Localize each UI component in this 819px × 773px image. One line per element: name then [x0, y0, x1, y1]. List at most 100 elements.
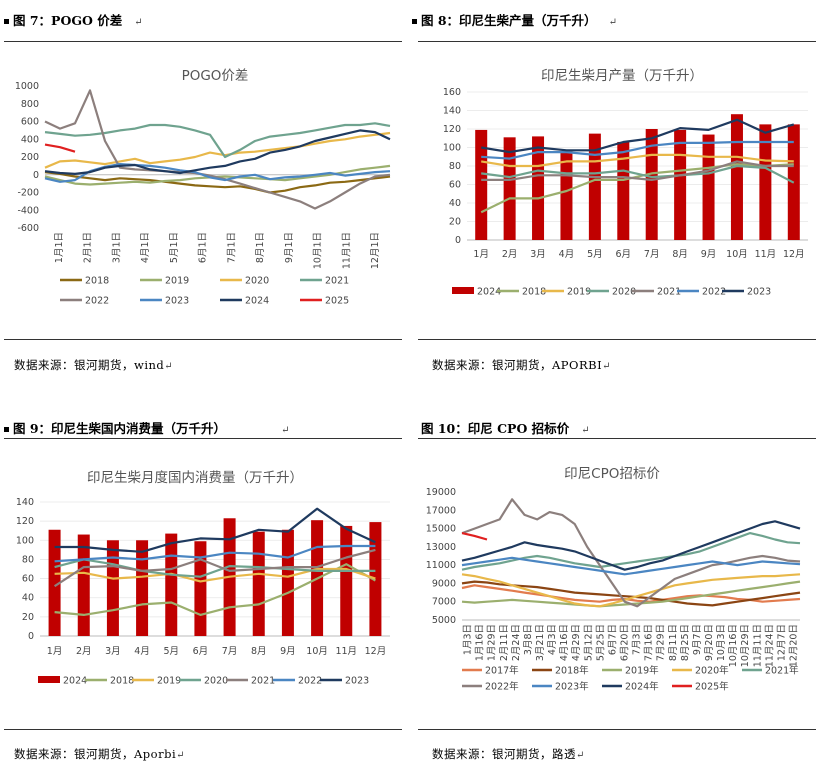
- x-tick-label: 4月1日: [140, 232, 151, 263]
- series-line-2018年: [461, 580, 801, 607]
- y-tick-label: 200: [21, 152, 39, 163]
- x-tick-label: 12月: [783, 249, 805, 260]
- legend-label: 2022: [85, 296, 109, 307]
- bar-2024: [730, 114, 743, 240]
- x-tick-label: 3月8日: [523, 624, 534, 655]
- bullet-square-icon: [4, 19, 9, 24]
- bar-2024: [136, 540, 149, 636]
- figure-7-title: 图 7：POGO 价差 ↵: [4, 10, 143, 29]
- y-tick-label: 120: [16, 516, 34, 527]
- x-tick-label: 1月3日: [463, 624, 474, 655]
- x-tick-label: 2月: [76, 646, 92, 657]
- legend-label: 2023年: [555, 681, 589, 693]
- x-tick-label: 6月: [616, 249, 632, 260]
- x-tick-label: 8月11日: [668, 624, 679, 661]
- paragraph-mark-icon: ↵: [281, 425, 290, 436]
- bar-2024: [759, 124, 772, 240]
- legend-label: 2024: [63, 676, 87, 687]
- legend-label: 2025: [325, 296, 349, 307]
- legend-label: 2022年: [485, 681, 519, 693]
- figure-9-title: 图 9：印尼生柴国内消费量（万千升） ↵: [4, 418, 289, 437]
- y-tick-label: 60: [22, 574, 34, 585]
- paragraph-mark-icon: ↵: [134, 17, 143, 28]
- series-line-2023: [54, 507, 376, 553]
- figure-10-title: 图 10：印尼 CPO 招标价 ↵: [421, 421, 590, 436]
- series-line-2020: [481, 164, 795, 184]
- x-tick-label: 3月1日: [111, 232, 122, 263]
- y-tick-label: 13000: [426, 542, 456, 553]
- series-line-2020: [44, 131, 391, 169]
- x-tick-label: 4月: [559, 249, 575, 260]
- legend-label: 2021年: [765, 665, 799, 677]
- bar-2024: [702, 134, 715, 240]
- series-line-2022年: [461, 498, 801, 608]
- x-tick-label: 10月: [306, 646, 328, 657]
- x-tick-label: 6月: [193, 646, 209, 657]
- x-tick-label: 5月12日: [583, 624, 594, 661]
- x-tick-label: 8月1日: [255, 232, 266, 263]
- x-tick-label: 7月1日: [226, 232, 237, 263]
- x-tick-label: 9月: [280, 646, 296, 657]
- bar-2024: [165, 533, 178, 636]
- x-tick-label: 1月16日: [475, 624, 486, 661]
- legend-label: 2024: [245, 296, 269, 307]
- y-tick-label: 0: [28, 631, 34, 642]
- x-tick-label: 5月: [587, 249, 603, 260]
- y-tick-label: 80: [449, 161, 461, 172]
- x-tick-label: 10月29日: [740, 624, 751, 667]
- legend-label: 2024年: [625, 681, 659, 693]
- bar-2024: [475, 129, 488, 240]
- x-tick-label: 7月16日: [644, 624, 655, 661]
- legend-label: 2019: [165, 276, 189, 287]
- x-tick-label: 4月: [134, 646, 150, 657]
- bar-2024: [281, 529, 294, 636]
- y-tick-label: 160: [443, 87, 461, 98]
- legend-label: 2018: [85, 276, 109, 287]
- legend-swatch-2024: [452, 287, 474, 294]
- figure-7-bottom-rule: [4, 339, 402, 340]
- series-line-2023年: [461, 556, 801, 576]
- y-tick-label: 1000: [15, 81, 39, 92]
- legend-label: 2021: [657, 287, 681, 298]
- series-line-2019: [481, 153, 794, 168]
- x-tick-label: 3月: [530, 249, 546, 260]
- bar-2024: [106, 540, 119, 636]
- legend-label: 2019年: [625, 665, 659, 677]
- legend-label: 2019: [567, 287, 591, 298]
- x-tick-label: 6月20日: [619, 624, 630, 661]
- series-line-2017年: [461, 584, 801, 603]
- y-tick-label: 100: [443, 143, 461, 154]
- legend-label: 2018: [522, 287, 546, 298]
- bullet-square-icon: [4, 427, 9, 432]
- x-tick-label: 11月24日: [764, 624, 775, 667]
- y-tick-label: 140: [16, 497, 34, 508]
- x-tick-label: 2月24日: [511, 624, 522, 661]
- legend-label: 2023: [165, 296, 189, 307]
- legend-label: 2020: [245, 276, 269, 287]
- chart-pogo-spread: POGO价差 1000 800 600 400 200 0 -200 -400 -600 1月1日 2…: [15, 68, 391, 307]
- legend-label: 2018: [110, 676, 134, 687]
- x-tick-label: 6月7日: [607, 624, 618, 655]
- legend-label: 2024: [477, 287, 501, 298]
- x-tick-label: 10月16日: [728, 624, 739, 667]
- x-tick-label: 11月1日: [341, 232, 352, 269]
- bar-2024: [560, 151, 573, 240]
- y-tick-label: 80: [22, 554, 34, 565]
- x-tick-label: 3月: [105, 646, 121, 657]
- series-line-2018: [480, 163, 794, 214]
- figure-7-source: 数据来源：银河期货，wind↵: [14, 358, 174, 372]
- legend-label: 2025年: [695, 681, 729, 693]
- legend-swatch-2024: [38, 676, 60, 683]
- paragraph-mark-icon: ↵: [581, 425, 590, 436]
- chart-title: POGO价差: [182, 68, 249, 84]
- series-line-2020年: [461, 573, 801, 608]
- y-tick-label: 40: [449, 198, 461, 209]
- series-line-2018: [44, 171, 391, 194]
- y-tick-label: 11000: [426, 560, 456, 571]
- bullet-square-icon: [412, 19, 417, 24]
- chart-title: 印尼生柴月产量（万千升）: [541, 68, 703, 84]
- x-tick-label: 11月11日: [752, 624, 763, 667]
- chart-biodiesel-production: 印尼生柴月产量（万千升） 160 140 120 100 80 60 40 20 0 1月 2月 3月 4…: [443, 68, 808, 298]
- bar-2024: [532, 136, 545, 240]
- x-tick-label: 5月: [163, 646, 179, 657]
